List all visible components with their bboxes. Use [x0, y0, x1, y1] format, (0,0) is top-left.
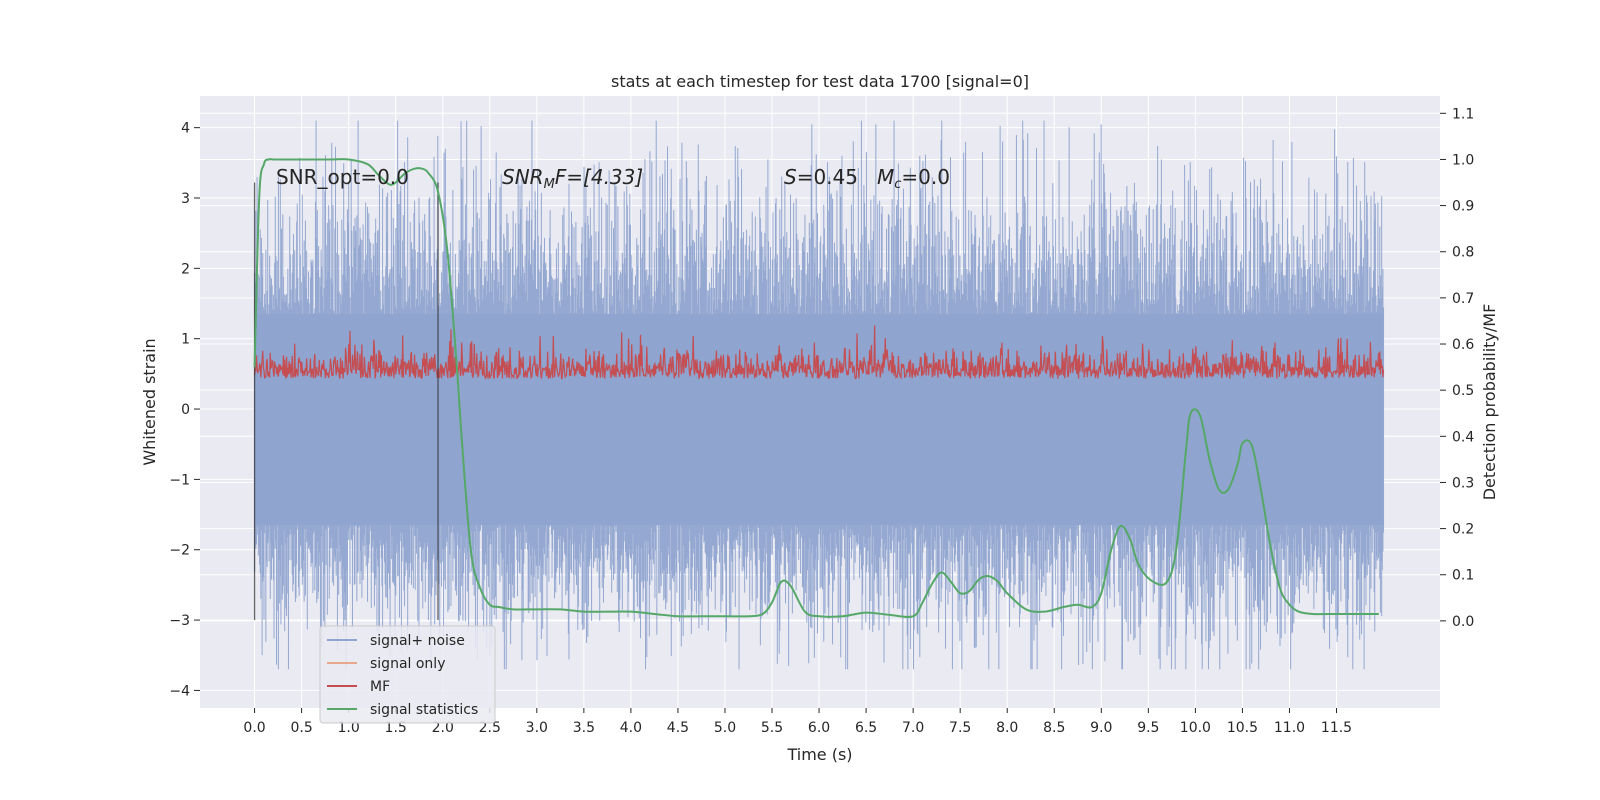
x-tick-label: 10.0 — [1180, 720, 1211, 736]
x-tick-label: 4.5 — [667, 720, 689, 736]
y-axis-label-right: Detection probability/MF — [1480, 304, 1499, 501]
x-tick-label: 5.0 — [714, 720, 736, 736]
y-right-tick-label: 0.4 — [1452, 429, 1474, 445]
x-tick-label: 3.0 — [526, 720, 548, 736]
x-tick-label: 4.0 — [620, 720, 642, 736]
x-tick-label: 8.0 — [996, 720, 1018, 736]
annotation-mc: Mc=0.0 — [877, 165, 950, 192]
legend-box — [319, 625, 496, 724]
x-tick-label: 0.0 — [243, 720, 265, 736]
x-tick-label: 8.5 — [1043, 720, 1065, 736]
y-left-tick-label: −2 — [169, 543, 190, 559]
y-right-tick-label: 0.8 — [1452, 245, 1474, 261]
y-axis-label-left: Whitened strain — [140, 338, 159, 465]
series-signal-statistics — [253, 158, 1379, 619]
x-tick-label: 6.0 — [808, 720, 830, 736]
x-tick-label: 2.5 — [479, 720, 501, 736]
axes: 0.0 0.5 1.0 1.5 2.0 2.5 3.0 3.5 4.0 4.5 5.0 5.5 6.0 6… — [169, 106, 1474, 736]
y-right-tick-label: 0.1 — [1452, 568, 1474, 584]
y-left-tick-label: 3 — [181, 191, 190, 207]
x-tick-label: 7.5 — [949, 720, 971, 736]
y-left-tick-label: 2 — [181, 261, 190, 277]
y-left-tick-label: −4 — [169, 683, 190, 699]
series-signal-noise-band — [254, 314, 1384, 526]
y-left-tick-label: 0 — [181, 402, 190, 418]
series-mf — [253, 325, 1385, 380]
legend-label-signal-noise: signal+ noise — [370, 633, 465, 649]
x-tick-label: 11.5 — [1321, 720, 1352, 736]
annotations: SNR_opt=0.0 SNRMF=[4.33] S=0.45 Mc=0.0 — [276, 165, 950, 192]
y-right-tick-label: 0.5 — [1452, 383, 1474, 399]
y-right-tick-label: 1.0 — [1452, 152, 1474, 168]
y-left-tick-label: 4 — [181, 121, 190, 137]
x-tick-label: 2.0 — [432, 720, 454, 736]
x-tick-label: 1.5 — [385, 720, 407, 736]
legend-label-signal-only: signal only — [370, 656, 445, 672]
annotation-snr-opt: SNR_opt=0.0 — [276, 165, 409, 189]
y-right-tick-label: 0.9 — [1452, 199, 1474, 215]
y-left-tick-label: 1 — [181, 332, 190, 348]
y-right-tick-label: 0.0 — [1452, 614, 1474, 630]
x-tick-label: 6.5 — [855, 720, 877, 736]
y-right-tick-label: 0.2 — [1452, 522, 1474, 538]
chart-title: stats at each timestep for test data 170… — [611, 72, 1029, 91]
x-axis-label: Time (s) — [786, 745, 852, 764]
x-tick-label: 9.0 — [1090, 720, 1112, 736]
data-layer — [253, 120, 1385, 670]
y-right-tick-label: 0.3 — [1452, 475, 1474, 491]
x-tick-label: 11.0 — [1274, 720, 1305, 736]
legend: signal+ noise signal only MF signal stat… — [319, 625, 496, 724]
x-tick-label: 1.0 — [338, 720, 360, 736]
x-tick-label: 5.5 — [761, 720, 783, 736]
x-tick-label: 3.5 — [573, 720, 595, 736]
y-right-tick-label: 0.6 — [1452, 337, 1474, 353]
legend-label-mf: MF — [370, 679, 390, 695]
annotation-snr-mf: SNRMF=[4.33] — [502, 165, 643, 192]
y-left-tick-label: −3 — [169, 613, 190, 629]
x-tick-label: 9.5 — [1137, 720, 1159, 736]
legend-label-signal-statistics: signal statistics — [370, 702, 478, 718]
x-tick-label: 10.5 — [1227, 720, 1258, 736]
y-left-tick-label: −1 — [169, 472, 190, 488]
y-right-tick-label: 1.1 — [1452, 106, 1474, 122]
y-right-tick-label: 0.7 — [1452, 291, 1474, 307]
x-tick-label: 7.0 — [902, 720, 924, 736]
annotation-s: S=0.45 — [784, 165, 858, 189]
x-tick-label: 0.5 — [290, 720, 312, 736]
